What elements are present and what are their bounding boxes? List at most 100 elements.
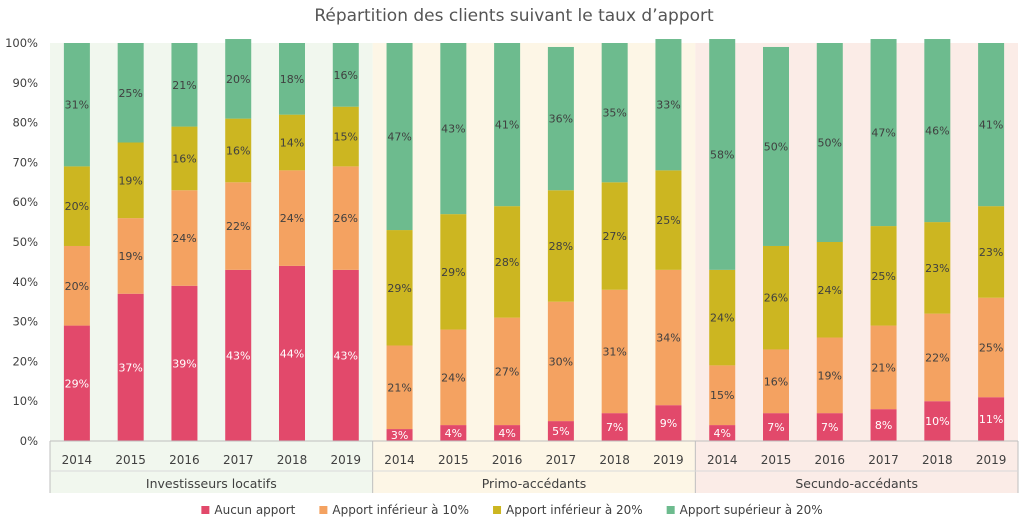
group-backgrounds (50, 43, 1018, 493)
bar-segment (763, 245, 789, 350)
data-label: 19% (118, 250, 142, 263)
data-label: 25% (979, 341, 1003, 354)
bar-segment (870, 226, 897, 326)
data-label: 24% (280, 212, 304, 225)
y-tick-label: 30% (12, 315, 38, 329)
bar-segment (494, 317, 521, 426)
bar-segment (332, 106, 359, 167)
data-label: 16% (172, 152, 196, 165)
group-background (372, 43, 696, 493)
data-label: 18% (280, 73, 304, 86)
data-label: 47% (387, 131, 411, 144)
data-label: 43% (441, 123, 465, 136)
data-label: 34% (656, 332, 680, 345)
data-label: 14% (280, 137, 304, 150)
bar-segment (117, 142, 144, 219)
data-label: 26% (334, 212, 358, 225)
group-label: Secundo-accédants (795, 476, 918, 491)
data-label: 27% (495, 365, 519, 378)
data-label: 33% (656, 99, 680, 112)
bar-segment (709, 365, 736, 426)
data-label: 27% (602, 230, 626, 243)
bar-segment (440, 43, 467, 215)
bar-segment (386, 345, 413, 430)
data-label: 7% (606, 421, 623, 434)
data-label: 24% (441, 371, 465, 384)
bar-segment (171, 43, 198, 127)
data-label: 4% (445, 427, 462, 440)
bar-segment (332, 166, 359, 270)
bar-segment (547, 190, 574, 302)
x-tick-label: 2017 (868, 453, 899, 467)
bar-segment (763, 349, 789, 414)
data-label: 9% (660, 417, 677, 430)
bar-segment (655, 39, 682, 171)
bar-segment (601, 413, 628, 441)
data-label: 5% (552, 425, 569, 438)
y-tick-label: 0% (20, 434, 38, 448)
data-labels: 29% 20% 20% 31% 37% 19% 19% 25% 39% 24% 16% 21% 43% 2… (65, 69, 1004, 442)
data-label: 20% (65, 200, 89, 213)
bar-segment (63, 166, 90, 246)
data-label: 37% (118, 361, 142, 374)
data-label: 44% (280, 347, 304, 360)
y-tick-label: 100% (5, 36, 38, 50)
legend-label: Apport inférieur à 10% (332, 503, 469, 517)
data-label: 4% (498, 427, 515, 440)
data-label: 10% (925, 415, 949, 428)
x-tick-label: 2015 (761, 453, 792, 467)
bar-segment (440, 214, 467, 330)
group-label: Investisseurs locatifs (146, 476, 277, 491)
data-label: 15% (334, 131, 358, 144)
bar-segment (225, 39, 252, 119)
bar-segment (225, 269, 252, 441)
data-label: 25% (871, 270, 895, 283)
bar-segment (978, 297, 1005, 398)
data-label: 50% (764, 140, 788, 153)
data-label: 7% (821, 421, 838, 434)
data-label: 20% (65, 280, 89, 293)
data-label: 43% (226, 349, 250, 362)
bar-segment (494, 43, 521, 207)
data-label: 26% (764, 292, 788, 305)
data-label: 16% (226, 144, 250, 157)
data-label: 31% (65, 99, 89, 112)
data-label: 25% (656, 214, 680, 227)
data-label: 25% (118, 87, 142, 100)
x-tick-label: 2016 (169, 453, 200, 467)
bar-segment (279, 265, 305, 441)
x-tick-label: 2015 (115, 453, 146, 467)
bar-segment (547, 301, 574, 422)
bar-segment (332, 43, 359, 107)
data-label: 24% (710, 312, 734, 325)
bar-segment (117, 293, 144, 441)
bar-segment (63, 43, 90, 167)
bar-segment (279, 114, 305, 171)
x-tick-label: 2016 (492, 453, 523, 467)
x-tick-label: 2017 (546, 453, 577, 467)
y-tick-label: 10% (12, 394, 38, 408)
x-tick-label: 2016 (815, 453, 846, 467)
data-label: 23% (925, 262, 949, 275)
bar-segment (386, 43, 413, 231)
bar-segment (655, 405, 682, 441)
bar-segment (924, 39, 951, 223)
y-axis: 0% 10% 20% 30% 40% 50% 60% 70% 80% 90% 100% (5, 36, 38, 448)
data-label: 4% (713, 427, 730, 440)
bar-segment (816, 43, 843, 242)
data-label: 8% (875, 419, 892, 432)
bar-segment (63, 325, 90, 441)
bar-segment (978, 43, 1005, 207)
bar-segment (386, 429, 413, 441)
x-tick-label: 2019 (653, 453, 684, 467)
x-tick-label: 2015 (438, 453, 469, 467)
data-label: 31% (602, 345, 626, 358)
data-label: 20% (226, 73, 250, 86)
bar-segment (225, 118, 252, 183)
bar-segment (279, 43, 305, 115)
data-label: 46% (925, 125, 949, 138)
group-label: Primo-accédants (482, 476, 587, 491)
bar-segment (547, 421, 574, 441)
legend-label: Aucun apport (214, 503, 295, 517)
data-label: 19% (118, 174, 142, 187)
